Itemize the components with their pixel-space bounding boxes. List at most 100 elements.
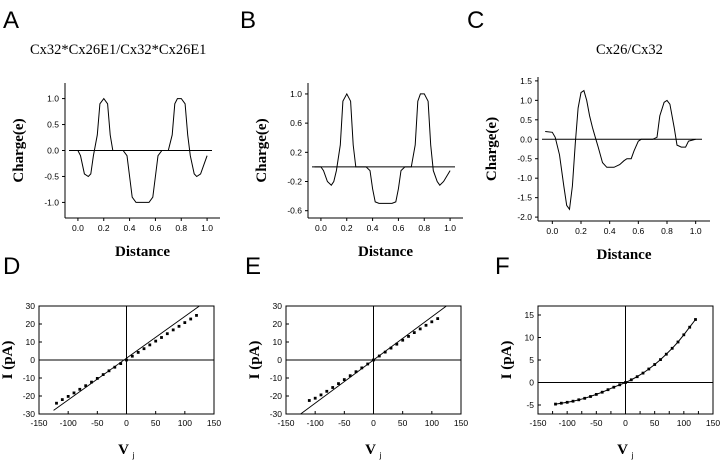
data-point <box>600 390 604 394</box>
data-point <box>177 324 181 328</box>
x-tick-label: 50 <box>151 418 161 428</box>
y-tick-label: 10 <box>525 333 535 343</box>
x-tick-label: -50 <box>590 418 603 428</box>
data-point <box>101 373 105 376</box>
y-tick-label: 0 <box>30 355 35 365</box>
data-point <box>583 396 587 400</box>
x-tick-label: 0.2 <box>575 226 587 236</box>
y-tick-label: -10 <box>23 373 36 383</box>
x-axis-label-subscript: j <box>132 450 135 460</box>
x-tick-label: -100 <box>307 418 324 428</box>
data-point <box>66 395 70 398</box>
panel-a: A Cx32*Cx26E1/Cx32*Cx26E1 -1.0 -0.5 0.0 0.5 1.… <box>3 7 220 260</box>
y-tick-label: -10 <box>270 373 283 383</box>
y-tick-label: -1.0 <box>44 197 59 207</box>
data-point <box>694 318 697 321</box>
y-tick-label: -0.5 <box>44 171 59 181</box>
y-tick-label: 1.0 <box>520 95 532 105</box>
data-point <box>84 384 88 388</box>
data-point <box>325 389 329 393</box>
x-tick-label: 0.0 <box>546 226 558 236</box>
x-tick-label: -50 <box>91 418 104 428</box>
y-tick-label: -1.5 <box>517 193 532 203</box>
x-tick-label: 0.4 <box>124 223 136 233</box>
data-point <box>559 401 563 405</box>
data-point <box>183 321 187 324</box>
data-point <box>571 399 575 403</box>
data-point <box>331 386 335 389</box>
data-point <box>395 342 399 346</box>
data-point <box>354 370 358 374</box>
x-tick-label: 0.0 <box>315 223 327 233</box>
y-axis-label: I (pA) <box>247 341 263 380</box>
y-tick-label: -30 <box>270 409 283 419</box>
data-point <box>60 398 64 401</box>
y-axis-label: I (pA) <box>0 341 16 380</box>
data-point <box>554 402 557 406</box>
x-axis-label: V <box>118 442 129 458</box>
data-point <box>319 393 323 397</box>
y-tick-label: 20 <box>273 319 283 329</box>
data-point <box>624 381 627 384</box>
data-point <box>430 320 434 324</box>
y-tick-label: -0.5 <box>517 154 532 164</box>
data-point <box>171 328 175 332</box>
data-point <box>113 365 117 369</box>
data-point <box>589 395 592 398</box>
data-point <box>606 388 610 392</box>
y-axis-label: I (pA) <box>499 341 515 380</box>
data-point <box>119 362 123 365</box>
data-point <box>424 323 428 327</box>
data-point <box>307 399 311 402</box>
y-tick-label: 0 <box>277 355 282 365</box>
y-tick-label: -1.0 <box>517 173 532 183</box>
panel-letter: A <box>3 7 19 34</box>
x-tick-label: 1.0 <box>690 226 702 236</box>
data-point <box>78 387 82 391</box>
x-tick-label: 1.0 <box>444 223 456 233</box>
data-point <box>195 314 198 317</box>
data-point <box>72 391 76 395</box>
data-point <box>136 351 140 354</box>
y-axis-label: Charge(e) <box>11 118 27 182</box>
y-axis-label: Charge(e) <box>254 118 270 182</box>
x-tick-label: 100 <box>178 418 192 428</box>
x-axis-label: V <box>617 442 628 458</box>
y-tick-label: 10 <box>273 337 283 347</box>
data-point <box>659 358 662 361</box>
data-point <box>412 331 416 334</box>
data-point <box>383 350 387 354</box>
x-tick-label: 150 <box>454 418 468 428</box>
x-tick-label: 0 <box>371 418 376 428</box>
x-tick-label: 0.4 <box>367 223 379 233</box>
data-point <box>348 374 352 378</box>
y-tick-label: -30 <box>23 409 36 419</box>
y-tick-label: 1.0 <box>290 89 302 99</box>
y-tick-label: 15 <box>525 310 535 320</box>
y-tick-label: 1.5 <box>520 76 532 86</box>
x-tick-label: 0.0 <box>72 223 84 233</box>
data-point <box>107 369 111 373</box>
data-point <box>142 347 146 351</box>
data-point <box>565 400 569 404</box>
chart-title: Cx32*Cx26E1/Cx32*Cx26E1 <box>30 42 206 58</box>
data-point <box>148 343 152 347</box>
panel-letter: B <box>240 7 256 34</box>
x-tick-label: -150 <box>30 418 47 428</box>
data-point <box>653 363 657 366</box>
x-tick-label: 150 <box>706 418 720 428</box>
x-tick-label: 0.4 <box>604 226 616 236</box>
charge-profile-line <box>314 92 451 204</box>
y-tick-label: -0.6 <box>287 206 302 216</box>
x-tick-label: 0.8 <box>175 223 187 233</box>
data-point <box>90 380 93 384</box>
data-point <box>95 377 99 380</box>
data-point <box>688 325 692 329</box>
data-point <box>313 396 317 400</box>
x-tick-label: 0.2 <box>341 223 353 233</box>
data-point <box>612 385 616 389</box>
y-tick-label: 30 <box>273 301 283 311</box>
x-tick-label: 150 <box>207 418 221 428</box>
